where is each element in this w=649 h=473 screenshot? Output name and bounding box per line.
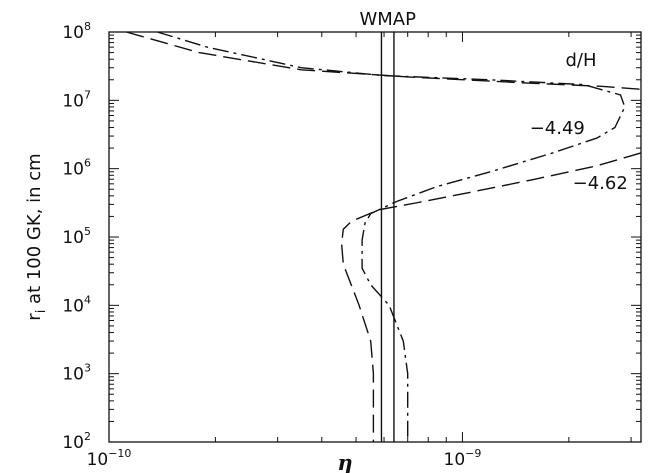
- axis-ticks: [108, 31, 641, 443]
- y-tick-label: 107: [62, 88, 91, 111]
- series-curves: [126, 31, 642, 442]
- y-tick-label: 104: [62, 293, 91, 316]
- series-line: [126, 31, 642, 90]
- x-tick-label: 10−9: [444, 447, 482, 470]
- x-axis-title: η: [337, 450, 352, 473]
- annotations: −4.49 −4.62: [530, 118, 628, 194]
- y-tick-label: 102: [62, 430, 91, 453]
- y-tick-label: 106: [62, 157, 91, 180]
- y-tick-label: 108: [62, 20, 91, 43]
- y-tick-labels: 102 103 104 105 106 107 108: [62, 20, 91, 453]
- series-line: [157, 31, 626, 442]
- y-axis-title: ri at 100 GK, in cm: [24, 153, 49, 320]
- y-tick-label: 103: [62, 362, 91, 385]
- legend-title: d/H: [565, 50, 596, 71]
- series-annotation: −4.62: [573, 173, 628, 194]
- x-tick-labels: 10−10 10−9: [87, 447, 482, 470]
- x-tick-label: 10−10: [87, 447, 132, 470]
- series-annotation: −4.49: [530, 118, 585, 139]
- plot-frame: [108, 31, 642, 443]
- wmap-band: [380, 32, 395, 442]
- y-tick-label: 105: [62, 225, 91, 248]
- wmap-label: WMAP: [359, 9, 416, 30]
- series-line: [340, 152, 642, 442]
